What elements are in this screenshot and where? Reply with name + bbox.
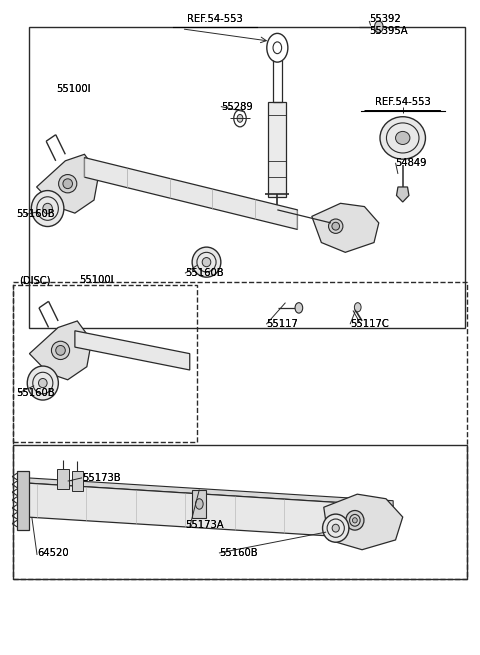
Text: 55160B: 55160B (16, 388, 55, 398)
Polygon shape (84, 158, 298, 229)
Ellipse shape (27, 366, 59, 400)
Bar (12, 285, 197, 442)
Circle shape (195, 498, 203, 509)
Text: 55117C: 55117C (350, 319, 389, 329)
Text: REF.54-553: REF.54-553 (187, 14, 243, 24)
Text: 64520: 64520 (37, 548, 69, 558)
Text: 54849: 54849 (396, 158, 427, 168)
Text: 55100I: 55100I (80, 276, 114, 286)
Text: REF.54-553: REF.54-553 (375, 97, 431, 107)
Ellipse shape (332, 222, 339, 230)
Bar (72, 472, 83, 491)
Text: 55160B: 55160B (185, 269, 224, 278)
Ellipse shape (202, 257, 211, 267)
Text: 55160B: 55160B (16, 388, 55, 398)
Text: 55160B: 55160B (16, 210, 55, 219)
Text: 55392: 55392 (369, 14, 401, 24)
Text: (DISC): (DISC) (19, 276, 50, 286)
Circle shape (237, 115, 243, 122)
Ellipse shape (31, 191, 64, 227)
Text: 55100I: 55100I (56, 84, 90, 94)
Text: 55289: 55289 (221, 102, 252, 111)
Circle shape (374, 21, 383, 33)
Polygon shape (312, 203, 379, 252)
Text: 55395A: 55395A (369, 26, 408, 37)
Bar (57, 470, 69, 489)
Polygon shape (27, 478, 393, 506)
Polygon shape (29, 321, 92, 380)
Text: 55289: 55289 (221, 102, 252, 111)
Bar (29, 27, 465, 328)
Bar (192, 489, 206, 518)
Text: REF.54-553: REF.54-553 (375, 97, 431, 107)
Circle shape (354, 303, 361, 312)
Ellipse shape (51, 341, 70, 360)
Circle shape (295, 303, 303, 313)
Text: 55173A: 55173A (185, 520, 224, 530)
Ellipse shape (192, 247, 221, 277)
Text: 55160B: 55160B (219, 548, 258, 558)
Text: 55173A: 55173A (185, 520, 224, 530)
Polygon shape (17, 472, 29, 530)
Text: 55160B: 55160B (16, 210, 55, 219)
Ellipse shape (396, 132, 410, 145)
Text: 55117: 55117 (266, 319, 298, 329)
Polygon shape (36, 155, 99, 213)
Ellipse shape (38, 379, 47, 388)
Text: REF.54-553: REF.54-553 (187, 14, 243, 24)
Text: 55117C: 55117C (350, 319, 389, 329)
Ellipse shape (63, 179, 72, 189)
Text: 55395A: 55395A (369, 26, 408, 37)
Text: 64520: 64520 (37, 548, 69, 558)
Text: 55173B: 55173B (82, 473, 120, 483)
Text: 55100I: 55100I (80, 276, 114, 286)
Text: 55392: 55392 (369, 14, 401, 24)
Polygon shape (324, 494, 403, 550)
Bar (12, 282, 468, 579)
Polygon shape (27, 483, 393, 540)
Ellipse shape (56, 345, 65, 355)
Text: 55173B: 55173B (82, 473, 120, 483)
Text: 54849: 54849 (396, 158, 427, 168)
Text: 55100I: 55100I (56, 84, 90, 94)
Ellipse shape (59, 174, 77, 193)
Ellipse shape (380, 117, 425, 159)
Ellipse shape (352, 517, 357, 523)
Ellipse shape (43, 203, 52, 214)
Polygon shape (75, 331, 190, 370)
Text: 55160B: 55160B (219, 548, 258, 558)
Text: (DISC): (DISC) (19, 276, 50, 286)
Bar (12, 445, 468, 579)
Text: 55117: 55117 (266, 319, 298, 329)
Polygon shape (396, 187, 409, 202)
Text: 55160B: 55160B (185, 269, 224, 278)
Ellipse shape (323, 514, 349, 542)
Ellipse shape (332, 524, 339, 532)
Ellipse shape (328, 219, 343, 233)
Ellipse shape (346, 510, 364, 530)
Polygon shape (268, 102, 287, 196)
